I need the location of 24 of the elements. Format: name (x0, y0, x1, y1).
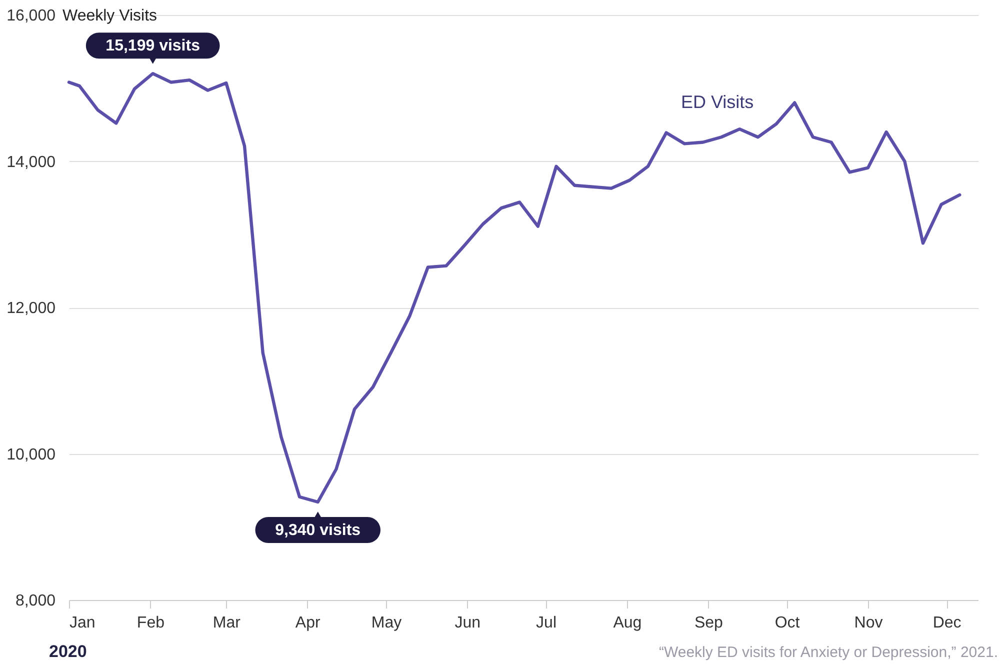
text: 2020 (49, 642, 87, 661)
x-tick-label: Aug (613, 614, 642, 632)
line-series (67, 72, 962, 504)
x-tick-label: Feb (136, 614, 165, 632)
x-tick-label: May (371, 614, 402, 632)
y-tick-label: 14,000 (6, 154, 56, 171)
x-tick-label: Jan (70, 614, 96, 632)
series-label: ED Visits (681, 92, 754, 112)
annotation: 15,199 visits (106, 38, 200, 55)
x-tick-label: Oct (774, 614, 800, 632)
y-tick-label: 8,000 (15, 592, 56, 610)
y-axis-title: Weekly Visits (62, 8, 158, 24)
x-tick-label: Mar (212, 614, 242, 632)
x-tick-label: Jul (536, 614, 556, 632)
annotation: 9,340 visits (275, 522, 361, 540)
x-tick-label: Dec (932, 614, 962, 632)
y-tick-label: 10,000 (6, 446, 56, 464)
x-tick-label: Nov (854, 614, 883, 632)
y-tick-label: 12,000 (6, 300, 56, 317)
x-tick-label: Sep (694, 614, 724, 632)
x-tick-label: Apr (295, 614, 321, 632)
x-tick-label: Jun (454, 614, 481, 632)
y-tick-label: 16,000 (6, 8, 56, 24)
text: “Weekly ED visits for Anxiety or Depression,” 2021. (658, 644, 998, 661)
